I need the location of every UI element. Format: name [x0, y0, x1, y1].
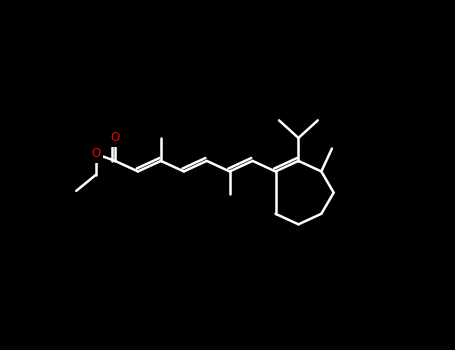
Text: O: O — [111, 132, 120, 145]
Text: O: O — [91, 147, 100, 160]
